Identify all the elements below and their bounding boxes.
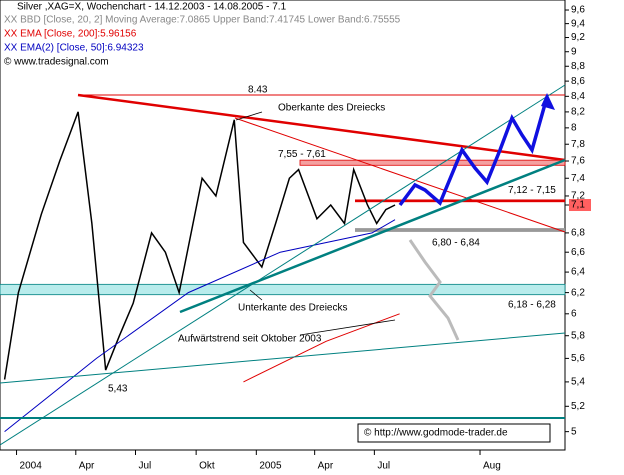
x-tick-label: 2004 — [20, 461, 43, 472]
copyright-box — [357, 423, 551, 443]
zone — [355, 228, 565, 232]
projection-down — [408, 239, 460, 341]
y-tick-label: 5 — [571, 426, 577, 437]
zone-label: 7,55 - 7,61 — [278, 149, 326, 160]
y-tick-label: 7,2 — [571, 191, 585, 202]
y-tick-label: 8,4 — [571, 91, 585, 102]
legend-ema50: XX EMA(2) [Close, 50]:6.94323 — [4, 43, 144, 54]
y-tick-label: 5,8 — [571, 330, 585, 341]
y-tick-label: 6 — [571, 308, 577, 319]
y-tick-label: 7,1 — [571, 200, 585, 211]
legend-ema200: XX EMA [Close, 200]:5.96156 — [4, 29, 137, 40]
annotation-high: 8.43 — [248, 85, 268, 96]
zone — [299, 159, 566, 166]
annotation-trend: Aufwärtstrend seit Oktober 2003 — [178, 334, 322, 345]
projection-arrow — [541, 93, 555, 110]
projection-up — [398, 96, 549, 207]
y-tick-label: 9,2 — [571, 32, 585, 43]
zone-label: 7,12 - 7,15 — [508, 185, 556, 196]
zone-label: 6,80 - 6,84 — [432, 238, 480, 249]
price-marker — [569, 199, 591, 212]
lower-triangle-line — [179, 158, 566, 314]
source: © www.tradesignal.com — [4, 57, 109, 68]
series-line — [4, 219, 396, 433]
y-tick-label: 5,4 — [571, 377, 585, 388]
annotation-lower: Unterkante des Dreiecks — [238, 303, 348, 314]
y-tick-label: 6,2 — [571, 287, 585, 298]
x-tick-label: Jul — [377, 461, 390, 472]
trend-line — [0, 332, 566, 384]
leader — [249, 289, 263, 301]
resistance-line — [234, 117, 566, 233]
x-tick-label: Aug — [483, 461, 501, 472]
title: Silver ,XAG=X, Wochenchart - 14.12.2003 … — [17, 2, 287, 13]
y-tick-label: 7,4 — [571, 173, 585, 184]
y-tick-label: 9,6 — [571, 5, 585, 16]
y-tick-label: 9 — [571, 46, 577, 57]
y-tick-label: 6,6 — [571, 247, 585, 258]
series-line — [3, 111, 396, 380]
copyright: © http://www.godmode-trader.de — [364, 428, 508, 439]
y-tick-label: 8 — [571, 123, 577, 134]
x-tick-label: Apr — [79, 461, 95, 472]
y-tick-label: 6,4 — [571, 267, 585, 278]
y-tick-label: 7,6 — [571, 156, 585, 167]
zone — [0, 283, 566, 296]
annotation-low: 5,43 — [108, 384, 128, 395]
x-tick-label: Jul — [139, 461, 152, 472]
legend-bbd: XX BBD [Close, 20, 2] Moving Average:7.0… — [4, 15, 401, 26]
uptrend-line — [0, 84, 566, 446]
y-tick-label: 9,4 — [571, 18, 585, 29]
y-tick-label: 8,6 — [571, 76, 585, 87]
y-tick-label: 7,8 — [571, 139, 585, 150]
annotation-upper: Oberkante des Dreiecks — [278, 103, 385, 114]
y-tick-label: 8,2 — [571, 107, 585, 118]
y-tick-label: 8,8 — [571, 61, 585, 72]
y-tick-label: 5,6 — [571, 353, 585, 364]
x-tick-label: Okt — [199, 461, 215, 472]
x-tick-label: Apr — [318, 461, 334, 472]
upper-triangle-line — [77, 93, 566, 162]
zone-label: 6,18 - 6,28 — [508, 299, 556, 310]
y-tick-label: 6,8 — [571, 228, 585, 239]
y-tick-label: 5,2 — [571, 401, 585, 412]
leader — [235, 111, 263, 121]
leader — [299, 319, 396, 336]
x-tick-label: 2005 — [259, 461, 282, 472]
